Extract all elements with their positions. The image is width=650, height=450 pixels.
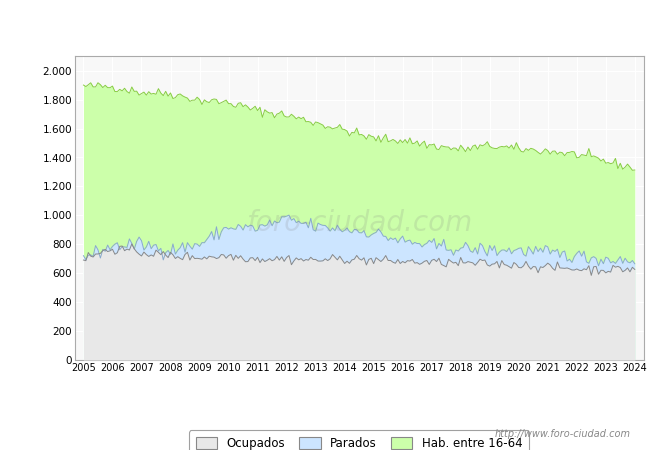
Text: http://www.foro-ciudad.com: http://www.foro-ciudad.com bbox=[495, 429, 630, 439]
Text: foro-ciudad.com: foro-ciudad.com bbox=[246, 209, 472, 237]
Text: Frades - Evolucion de la poblacion en edad de Trabajar Septiembre de 2024: Frades - Evolucion de la poblacion en ed… bbox=[83, 17, 567, 30]
Legend: Ocupados, Parados, Hab. entre 16-64: Ocupados, Parados, Hab. entre 16-64 bbox=[189, 430, 529, 450]
